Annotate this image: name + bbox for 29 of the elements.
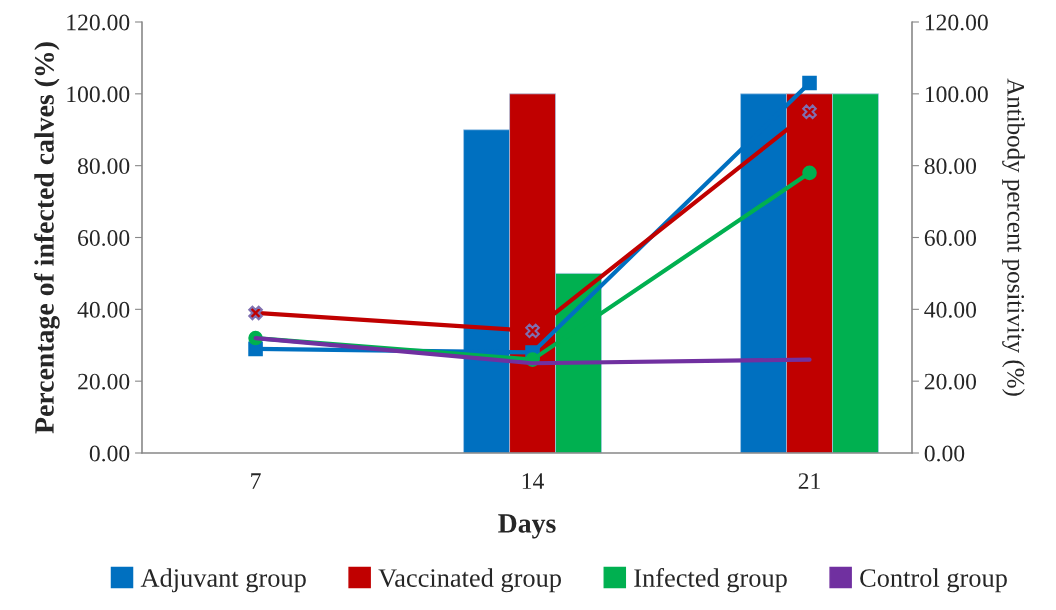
x-tick-label: 7 xyxy=(251,473,261,489)
x-tick-label: 14 xyxy=(522,473,544,489)
y-tick-label: 40.00 xyxy=(77,301,130,318)
y-tick-label: 0.00 xyxy=(89,445,130,462)
point xyxy=(802,104,817,120)
point xyxy=(525,323,540,339)
y-tick-label: 60.00 xyxy=(78,229,130,247)
y2-axis-title: Antibody percent positivity (%) xyxy=(1002,78,1025,396)
y2-tick-label: 100.00 xyxy=(925,86,988,103)
y2-tick-label: 80.00 xyxy=(924,158,977,175)
x-tick-label: 21 xyxy=(798,473,820,489)
legend-label: Infected group xyxy=(634,568,787,593)
legend-label: Adjuvant group xyxy=(140,568,306,593)
y2-tick-label: 20.00 xyxy=(924,373,977,390)
legend-label: Control group xyxy=(860,568,1007,593)
y-tick-label: 80.00 xyxy=(77,158,130,175)
y-tick-label: 100.00 xyxy=(67,86,130,103)
y-axis-title: Percentage of infected calves (%) xyxy=(34,42,60,434)
point xyxy=(802,75,817,91)
y-tick-label: 20.00 xyxy=(78,373,130,390)
y-tick-label: 120.00 xyxy=(67,14,130,31)
y2-tick-label: 0.00 xyxy=(924,445,965,462)
y2-tick-label: 120.00 xyxy=(925,14,988,31)
point xyxy=(248,305,263,321)
y2-tick-label: 60.00 xyxy=(924,229,977,247)
legend-label: Vaccinated group xyxy=(378,568,561,593)
point xyxy=(802,165,817,181)
x-axis-title: Days xyxy=(498,514,556,539)
y2-tick-label: 40.00 xyxy=(924,301,977,318)
